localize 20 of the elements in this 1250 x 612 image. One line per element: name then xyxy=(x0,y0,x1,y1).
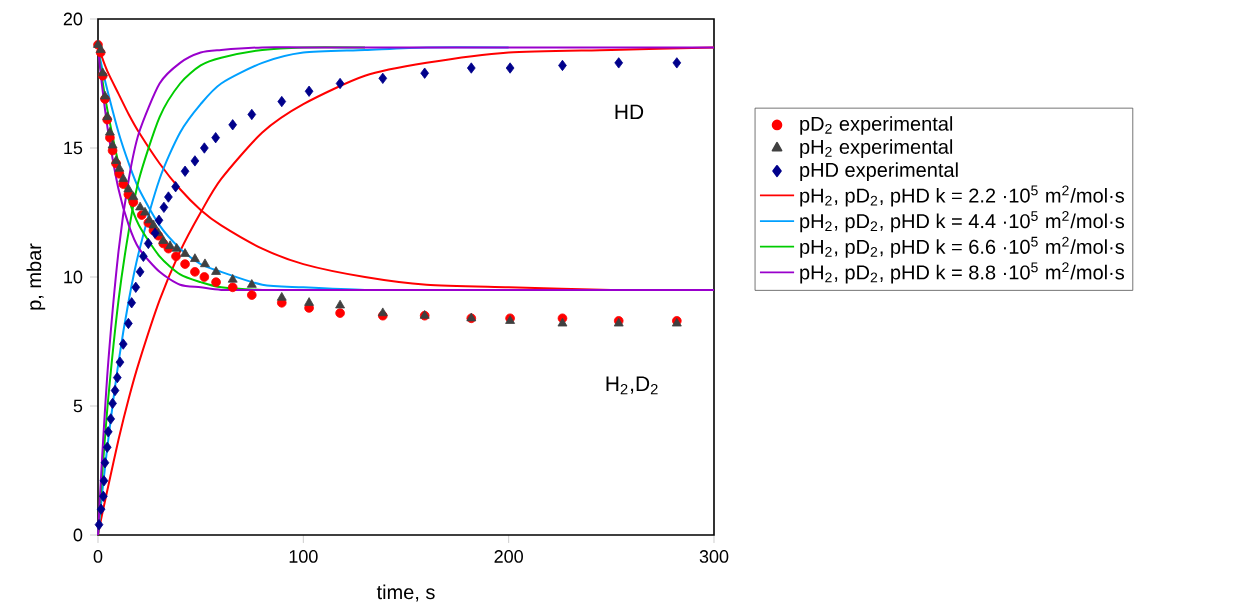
x-tick-label: 200 xyxy=(494,550,523,563)
legend-label: pHD experimental xyxy=(800,162,958,181)
text: pH$_{2}$, pD$_{2}$, pHD k = 6.6 ·10$^{5}$ m$^{2}$/mol·s xyxy=(800,236,1125,258)
text: pH$_{2}$, pD$_{2}$, pHD k = 2.2 ·10$^{5}$ m$^{2}$/mol·s xyxy=(800,185,1125,207)
x-tick-label: 300 xyxy=(699,550,729,563)
x-axis-title: time, s xyxy=(376,584,435,602)
y-tick-label: 10 xyxy=(64,270,83,284)
y-tick-label: 0 xyxy=(73,528,83,542)
x-tick-label: 0 xyxy=(93,550,103,563)
annotation: HD xyxy=(615,104,644,120)
text: pH$_{2}$, pD$_{2}$, pHD k = 8.8 ·10$^{5}$ m$^{2}$/mol·s xyxy=(800,262,1125,284)
y-tick-label: 20 xyxy=(63,12,83,26)
y-axis-title: p, mbar xyxy=(26,243,46,310)
text: pH$_{2}$, pD$_{2}$, pHD k = 4.4 ·10$^{5}$ m$^{2}$/mol·s xyxy=(800,211,1125,233)
y-tick-label: 5 xyxy=(73,399,83,413)
y-tick-label: 15 xyxy=(64,141,83,155)
legend-label: pD$_{2}$ experimental xyxy=(800,116,953,135)
x-tick-label: 100 xyxy=(289,550,318,563)
annotation: H$_{2}$,D$_{2}$ xyxy=(606,376,658,395)
legend-label: pH$_{2}$ experimental xyxy=(800,139,953,158)
